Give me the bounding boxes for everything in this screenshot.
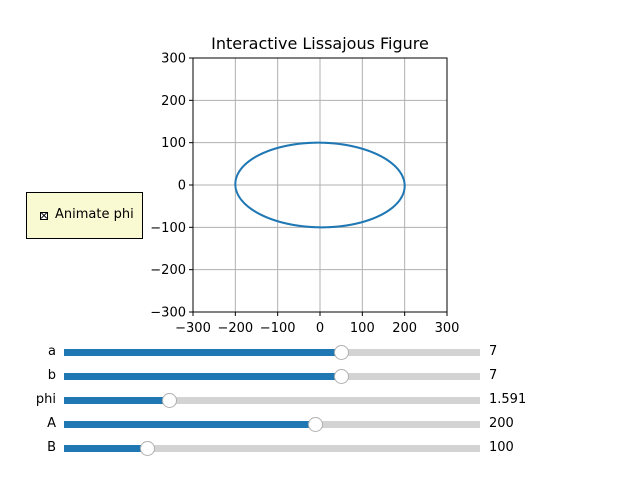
y-tick-label: 300 (161, 52, 186, 67)
slider-label: A (47, 416, 56, 431)
slider-track-A[interactable] (64, 417, 480, 432)
slider-label: b (47, 368, 56, 383)
slider-label: phi (35, 392, 56, 407)
y-tick-label: −200 (150, 263, 186, 278)
x-tick-label: 100 (350, 321, 375, 336)
slider-fill (64, 421, 315, 428)
slider-handle-A[interactable] (307, 417, 323, 432)
slider-handle-B[interactable] (140, 441, 156, 456)
x-tick-label: 200 (392, 321, 417, 336)
slider-label: a (48, 344, 56, 359)
slider-row-B: B 100 (0, 438, 640, 458)
chart-title: Interactive Lissajous Figure (211, 34, 429, 53)
animate-phi-label: Animate phi (55, 207, 134, 222)
slider-value: 7 (489, 368, 498, 383)
slider-fill (64, 397, 170, 404)
slider-track-a[interactable] (64, 345, 480, 360)
slider-handle-b[interactable] (334, 369, 350, 384)
grid-lines (192, 57, 448, 313)
x-tick-label: −200 (217, 321, 253, 336)
slider-fill (64, 349, 342, 356)
slider-handle-a[interactable] (334, 345, 350, 360)
x-tick-label: 0 (316, 321, 324, 336)
x-tick-label: −100 (260, 321, 296, 336)
slider-value: 100 (489, 440, 514, 455)
slider-fill (64, 445, 148, 452)
slider-row-phi: phi 1.591 (0, 390, 640, 410)
y-tick-label: 200 (161, 94, 186, 109)
slider-value: 7 (489, 344, 498, 359)
y-tick-label: 100 (161, 136, 186, 151)
axis-ticks: −300 −200 −100 0 100 200 300 −300 −200 −100 0 100 20… (150, 52, 459, 337)
y-tick-label: −300 (150, 306, 186, 321)
animate-phi-checkbox[interactable] (40, 212, 48, 220)
x-tick-label: 300 (435, 321, 460, 336)
y-tick-label: −100 (150, 221, 186, 236)
plot-area (234, 141, 406, 229)
x-tick-label: −300 (175, 321, 211, 336)
animate-panel: Animate phi (26, 192, 143, 239)
slider-fill (64, 373, 342, 380)
slider-value: 1.591 (489, 392, 527, 407)
slider-label: B (47, 440, 56, 455)
y-tick-label: 0 (178, 179, 186, 194)
slider-value: 200 (489, 416, 514, 431)
lissajous-curve (234, 141, 406, 229)
slider-track-phi[interactable] (64, 393, 480, 408)
slider-track-B[interactable] (64, 441, 480, 456)
slider-handle-phi[interactable] (162, 393, 178, 408)
slider-track-b[interactable] (64, 369, 480, 384)
slider-row-A: A 200 (0, 414, 640, 434)
